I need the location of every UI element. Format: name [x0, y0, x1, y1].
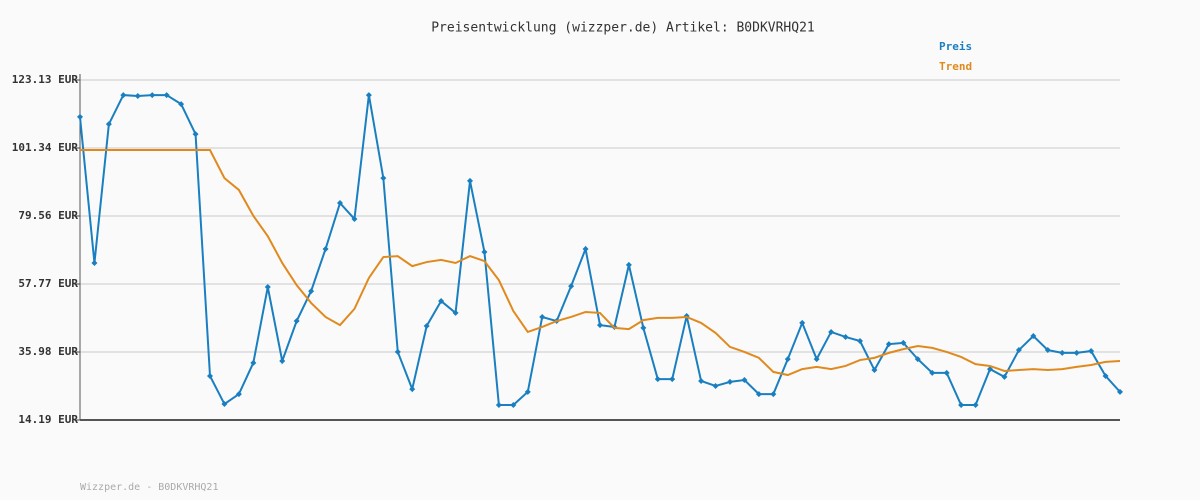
point: [539, 313, 546, 320]
point: [1059, 349, 1066, 356]
point: [1117, 388, 1123, 395]
point: [568, 283, 575, 290]
point: [828, 328, 835, 335]
point: [958, 401, 965, 408]
point: [712, 382, 719, 389]
point: [1044, 347, 1051, 354]
point: [221, 401, 228, 408]
point: [250, 359, 257, 366]
point: [279, 357, 286, 364]
y-tick-label: 35.98 EUR: [18, 345, 78, 358]
point: [755, 391, 762, 398]
point: [914, 356, 921, 363]
point: [741, 377, 748, 384]
point: [207, 372, 213, 379]
point: [351, 215, 358, 222]
point: [149, 92, 156, 99]
point: [235, 391, 242, 398]
y-tick-label: 101.34 EUR: [12, 141, 79, 154]
point: [799, 319, 806, 326]
y-tick-label: 123.13 EUR: [12, 73, 79, 86]
point: [91, 259, 98, 266]
point: [784, 356, 791, 363]
chart-title: Preisentwicklung (wizzper.de) Artikel: B…: [431, 21, 815, 36]
point: [770, 391, 777, 398]
point: [77, 113, 83, 120]
point: [842, 333, 849, 340]
point: [481, 249, 488, 256]
point: [105, 121, 112, 128]
point: [163, 92, 170, 99]
point: [625, 261, 632, 268]
point: [423, 323, 430, 330]
point: [120, 92, 127, 99]
point: [1088, 347, 1095, 354]
point: [885, 341, 892, 348]
point: [857, 338, 863, 345]
point: [640, 324, 647, 331]
point: [597, 322, 603, 329]
point: [1073, 349, 1080, 356]
point: [394, 348, 401, 355]
point: [293, 318, 300, 325]
point: [1015, 347, 1022, 354]
legend-label: Preis: [939, 40, 972, 53]
point: [813, 356, 820, 363]
point: [134, 93, 141, 100]
point: [972, 401, 979, 408]
point: [380, 175, 387, 182]
y-tick-label: 14.19 EUR: [18, 413, 78, 426]
legend-label: Trend: [939, 60, 972, 73]
point: [871, 367, 878, 374]
point: [409, 386, 416, 393]
point: [178, 101, 185, 108]
point: [943, 369, 950, 376]
point: [264, 284, 271, 291]
y-tick-label: 79.56 EUR: [18, 209, 78, 222]
point: [900, 339, 907, 346]
point: [510, 401, 517, 408]
point: [727, 378, 733, 385]
point: [467, 177, 473, 184]
point: [308, 288, 315, 295]
point: [1102, 372, 1109, 379]
series-line: [80, 149, 1121, 377]
point: [452, 309, 459, 316]
point: [322, 245, 329, 252]
y-tick-label: 57.77 EUR: [18, 277, 78, 290]
point: [987, 366, 993, 373]
point: [365, 92, 372, 99]
point: [495, 401, 502, 408]
point: [192, 131, 199, 138]
footer: Wizzper.de - B0DKVRHQ21: [80, 482, 218, 493]
point: [669, 376, 676, 383]
point: [1030, 333, 1037, 340]
point: [654, 376, 661, 383]
point: [524, 388, 531, 395]
point: [929, 369, 936, 376]
point: [1001, 373, 1008, 380]
point: [582, 245, 589, 252]
point: [438, 298, 445, 305]
point: [337, 200, 343, 207]
point: [698, 377, 705, 384]
